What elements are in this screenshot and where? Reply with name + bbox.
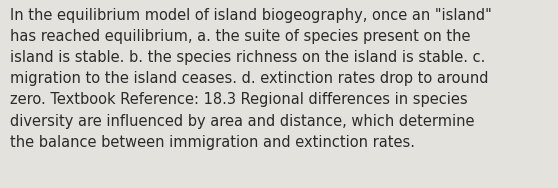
Text: In the equilibrium model of island biogeography, once an "island"
has reached eq: In the equilibrium model of island bioge… (10, 8, 492, 150)
